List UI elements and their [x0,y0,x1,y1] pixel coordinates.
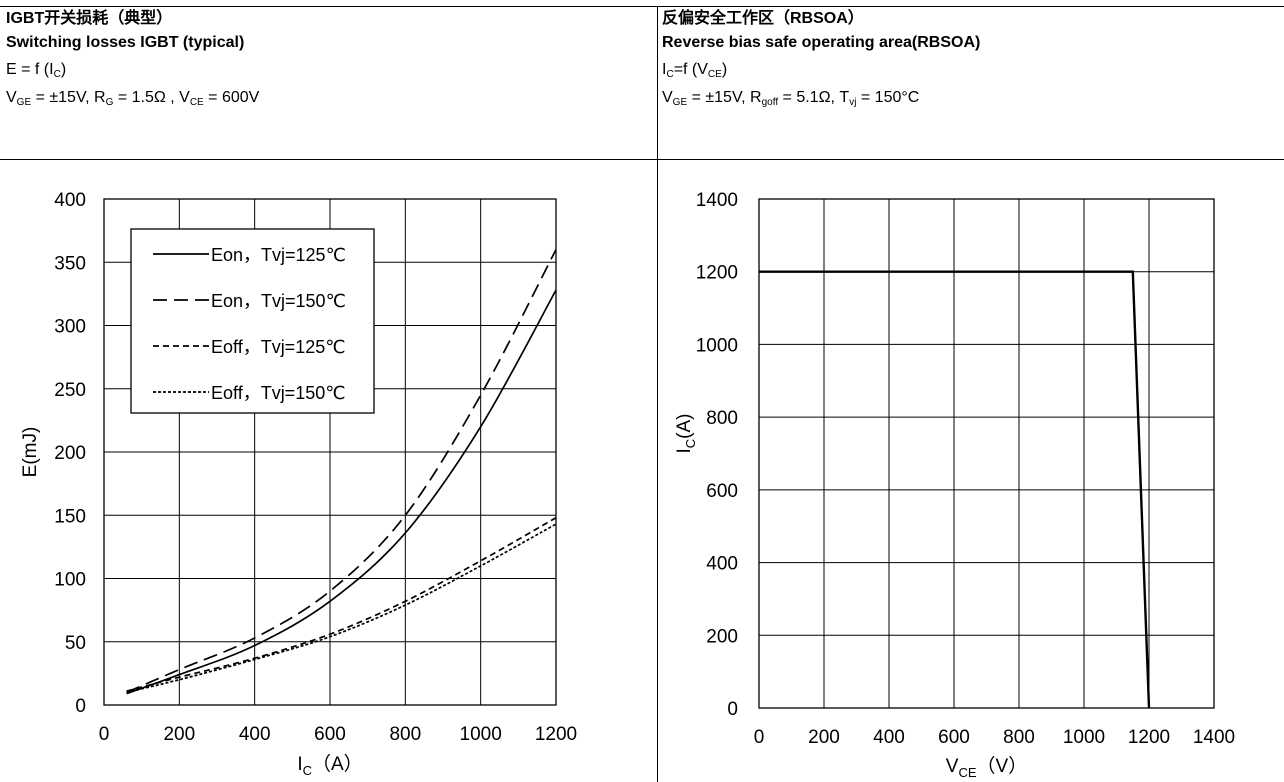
x-tick-label: 600 [314,724,346,745]
x-tick-label: 800 [389,724,421,745]
x-axis-label: IC（A） [297,753,362,778]
chart-2: 0 200 400 600 800 1000 1200 1400 0 200 400 600 800 10… [674,190,1235,780]
legend-label: Eon，Tvj=150℃ [211,291,346,311]
y-tick-label: 100 [54,570,86,591]
y-tick-label: 400 [706,554,738,575]
x-axis-label: VCE（V） [946,755,1027,780]
right-title-cn: 反偏安全工作区（RBSOA） [662,10,864,27]
y-tick-label: 800 [706,408,738,429]
panel-divider [657,6,658,782]
x-tick-label: 200 [808,727,840,748]
y-tick-label: 1200 [696,263,738,284]
y-axis-label: IC(A) [674,414,698,454]
x-tick-label: 400 [239,724,271,745]
legend-label: Eoff，Tvj=150℃ [211,383,345,403]
top-border [0,6,1284,7]
y-tick-label: 150 [54,506,86,527]
series-line-2 [126,249,557,694]
y-axis-label: E(mJ) [20,427,41,478]
x-tick-label: 600 [938,727,970,748]
left-formula: E = f (IC) [6,61,67,80]
x-tick-label: 1000 [1063,727,1105,748]
series-line-1 [759,270,1151,709]
y-tick-label: 1000 [696,335,738,356]
legend-label: Eoff，Tvj=125℃ [211,337,345,357]
y-tick-label: 50 [65,633,86,654]
left-title-en: Switching losses IGBT (typical) [6,34,245,51]
y-tick-label: 0 [75,696,86,717]
header-divider [0,159,1284,160]
left-title-cn: IGBT开关损耗（典型） [6,10,173,27]
y-tick-label: 400 [54,190,86,211]
plot-frame [103,198,557,706]
x-tick-label: 0 [754,727,765,748]
y-tick-label: 250 [54,380,86,401]
x-tick-label: 1000 [460,724,502,745]
x-tick-label: 400 [873,727,905,748]
y-tick-label: 600 [706,481,738,502]
series-line-1 [126,289,557,695]
left-conditions: VGE = ±15V, RG = 1.5Ω , VCE = 600V [6,89,260,108]
y-tick-label: 200 [54,443,86,464]
y-tick-label: 1400 [696,190,738,211]
y-tick-label: 300 [54,317,86,338]
series-line-4 [126,523,557,694]
x-tick-label: 200 [163,724,195,745]
x-tick-label: 1200 [535,724,577,745]
right-conditions: VGE = ±15V, Rgoff = 5.1Ω, Tvj = 150°C [662,89,920,108]
y-tick-label: 350 [54,253,86,274]
legend-label: Eon，Tvj=125℃ [211,245,346,265]
plot-frame [758,198,1215,709]
chart-1: 0 200 400 600 800 1000 1200 0 50 100 150 200 250 300 3… [20,190,577,778]
x-tick-label: 0 [99,724,110,745]
y-tick-label: 0 [727,699,738,720]
right-title-en: Reverse bias safe operating area(RBSOA) [662,34,981,51]
y-tick-label: 200 [706,626,738,647]
right-header: 反偏安全工作区（RBSOA） Reverse bias safe operati… [662,8,1284,115]
x-tick-label: 1400 [1193,727,1235,748]
right-formula: IC=f (VCE) [662,61,728,80]
x-tick-label: 1200 [1128,727,1170,748]
legend-box [130,228,375,414]
left-header: IGBT开关损耗（典型） Switching losses IGBT (typi… [6,8,646,115]
x-tick-label: 800 [1003,727,1035,748]
